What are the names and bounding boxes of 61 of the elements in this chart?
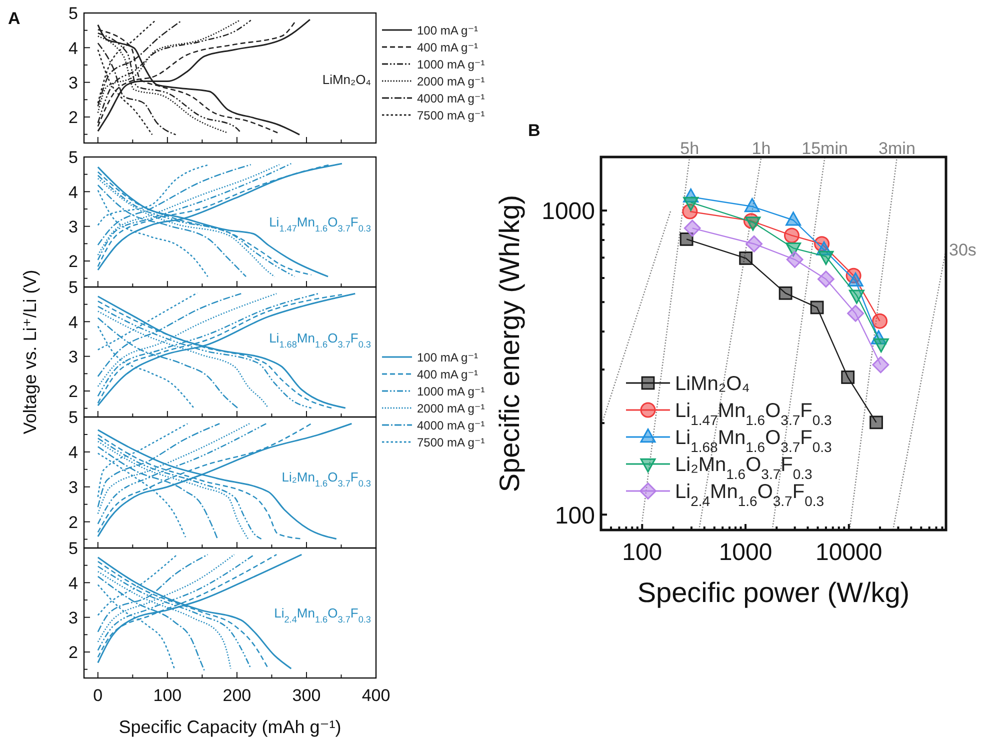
legend-label: 100 mA g⁻¹ <box>417 23 478 38</box>
x-tick-label: 300 <box>292 686 321 705</box>
legend-label: 4000 mA g⁻¹ <box>417 418 485 432</box>
x-tick-label: 200 <box>222 686 252 705</box>
legend-label: LiMn₂O₄ <box>675 373 750 396</box>
x-tick-label: 100 <box>153 686 182 705</box>
annotation: Li₂Mn$_{1.6}$O$_{3.7}$F$_{0.3}$ <box>282 470 371 489</box>
y-tick-label: 4 <box>68 312 78 332</box>
y-tick-label: 5 <box>68 278 78 298</box>
x-tick-label: 100 <box>622 539 662 566</box>
y-tick-label: 4 <box>68 443 78 462</box>
legend-label: 2000 mA g⁻¹ <box>417 74 485 88</box>
y-tick-label: 3 <box>68 73 78 92</box>
y-tick-label: 3 <box>68 608 78 628</box>
y-tick-label: 2 <box>68 382 78 402</box>
y-tick-label: 2 <box>68 252 78 272</box>
x-tick-label: 1000 <box>718 539 772 566</box>
chart-title: A <box>8 9 20 28</box>
y-axis-title: Voltage vs. Li⁺/Li (V) <box>20 270 40 434</box>
y-tick-label: 5 <box>68 408 78 428</box>
chart-title: B <box>528 121 540 140</box>
x-axis-title: Specific Capacity (mAh g⁻¹) <box>118 717 342 737</box>
legend-label: 400 mA g⁻¹ <box>417 40 478 54</box>
series-label: 1h <box>752 139 771 158</box>
annotation: Li$_{2.4}$Mn$_{1.6}$O$_{3.7}$F$_{0.3}$ <box>274 605 371 624</box>
legend-label: 7500 mA g⁻¹ <box>417 435 485 450</box>
y-tick-label: 4 <box>68 182 78 202</box>
series-label: 5h <box>680 139 700 158</box>
legend-label: Li$_{1.47}$Mn$_{1.6}$O$_{3.7}$F$_{0.3}$ <box>675 400 832 428</box>
y-tick-label: 2 <box>68 643 78 662</box>
series-label: 3min <box>878 139 916 158</box>
legend-label: Li₂Mn$_{1.6}$O$_{3.7}$F$_{0.3}$ <box>675 454 813 482</box>
y-tick-label: 3 <box>68 217 78 236</box>
x-tick-label: 0 <box>93 686 103 705</box>
annotation: Li$_{1.68}$Mn$_{1.6}$O$_{3.7}$F$_{0.3}$ <box>269 330 371 350</box>
y-tick-label: 5 <box>68 539 78 558</box>
y-tick-label: 5 <box>68 4 78 24</box>
y-tick-label: 2 <box>68 108 78 128</box>
y-tick-label: 4 <box>68 574 78 593</box>
legend-label: Li$_{1.68}$Mn$_{1.6}$O$_{3.7}$F$_{0.3}$ <box>675 427 832 456</box>
x-tick-label: 10000 <box>816 539 882 566</box>
legend-label: 100 mA g⁻¹ <box>417 350 478 364</box>
legend-label: Li$_{2.4}$Mn$_{1.6}$O$_{3.7}$F$_{0.3}$ <box>675 481 824 510</box>
series-label: 30s <box>949 240 976 260</box>
legend-label: 7500 mA g⁻¹ <box>417 108 485 122</box>
y-axis-title: Specific energy (Wh/kg) <box>494 194 525 492</box>
series-label: 15min <box>802 139 848 158</box>
y-tick-label: 3 <box>68 478 78 497</box>
legend-label: 1000 mA g⁻¹ <box>417 384 485 398</box>
x-axis-title: Specific power (W/kg) <box>637 577 910 608</box>
legend-label: 1000 mA g⁻¹ <box>417 57 485 72</box>
legend-label: 400 mA g⁻¹ <box>417 367 478 382</box>
y-tick-label: 4 <box>68 38 78 58</box>
annotation: Li$_{1.47}$Mn$_{1.6}$O$_{3.7}$F$_{0.3}$ <box>269 214 371 234</box>
annotation: LiMn₂O₄ <box>322 72 371 88</box>
y-tick-label: 2 <box>68 512 78 532</box>
legend-label: 2000 mA g⁻¹ <box>417 401 485 416</box>
y-tick-label: 3 <box>68 347 78 366</box>
x-tick-label: 400 <box>362 686 390 705</box>
y-tick-label: 5 <box>68 148 78 168</box>
legend-label: 4000 mA g⁻¹ <box>417 91 485 106</box>
